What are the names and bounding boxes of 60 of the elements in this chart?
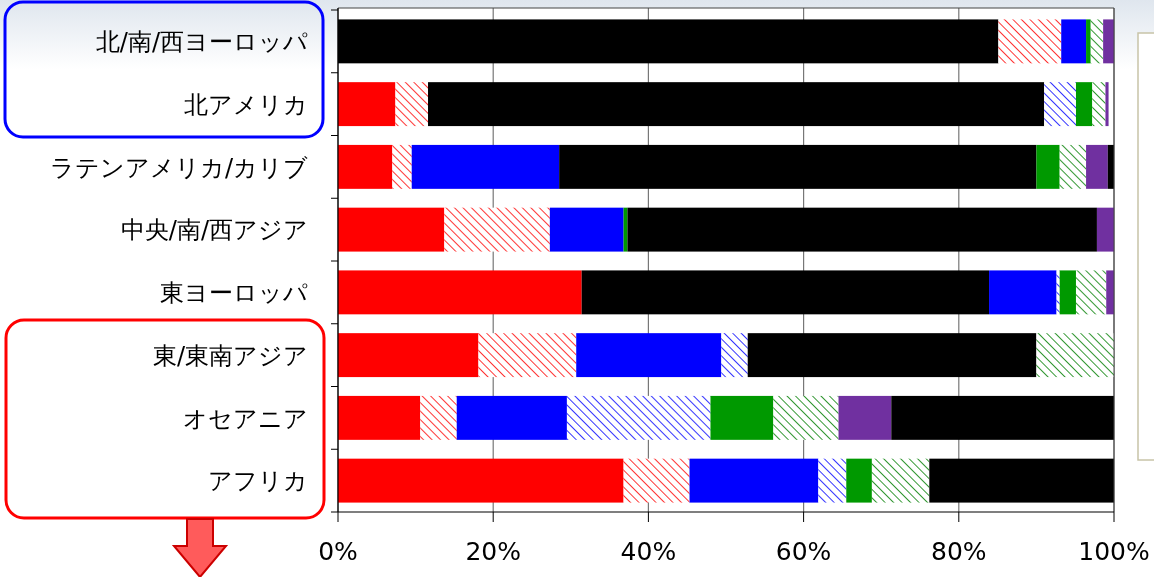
bar (338, 144, 393, 189)
y-tick-label: 中央/南/西アジア (120, 216, 308, 245)
y-tick-label: ラテンアメリカ/カリブ (49, 153, 308, 182)
bar (689, 458, 819, 503)
y-tick-label: 東/東南アジア (152, 341, 308, 370)
y-tick-label: オセアニア (183, 404, 308, 433)
x-tick-label: 40% (620, 537, 677, 566)
bar (818, 458, 847, 503)
bar (549, 207, 624, 252)
bar (989, 270, 1057, 315)
bar (338, 458, 624, 503)
bar (478, 333, 577, 378)
bar (338, 207, 445, 252)
x-tick-label: 80% (931, 537, 987, 566)
bar (392, 144, 412, 189)
bar (710, 395, 774, 440)
bar (1044, 82, 1076, 127)
bar (1103, 19, 1114, 64)
y-tick-label: 東ヨーロッパ (160, 279, 308, 308)
bar (1059, 270, 1076, 315)
bar (338, 270, 582, 315)
bar (420, 395, 457, 440)
bar (773, 395, 839, 440)
bar (338, 333, 479, 378)
bar (623, 458, 690, 503)
y-tick-label: 北アメリカ (184, 90, 308, 119)
bar (338, 395, 421, 440)
bar (395, 82, 429, 127)
bar (1086, 19, 1091, 64)
bar (1092, 82, 1106, 127)
bar (891, 395, 1114, 440)
bar (566, 395, 711, 440)
bar (1075, 270, 1107, 315)
bar (1056, 270, 1060, 315)
bar (576, 333, 722, 378)
bar (1061, 19, 1087, 64)
bar (444, 207, 550, 252)
x-tick-label: 0% (318, 537, 358, 566)
y-tick-label: アフリカ (208, 467, 308, 496)
bar (871, 458, 930, 503)
bar (721, 333, 748, 378)
bar (1036, 144, 1060, 189)
bar (456, 395, 567, 440)
bar (1075, 82, 1093, 127)
bar (1096, 207, 1114, 252)
bar (1086, 144, 1108, 189)
x-tick-label: 60% (775, 537, 832, 566)
bar (846, 458, 872, 503)
bar (338, 82, 396, 127)
bar (998, 19, 1062, 64)
bar (1090, 19, 1104, 64)
bar (1106, 270, 1114, 315)
x-tick-label: 20% (465, 537, 521, 566)
bar (1036, 333, 1114, 378)
bar (1105, 82, 1109, 127)
bar (1059, 144, 1087, 189)
bar (411, 144, 560, 189)
y-tick-label: 北/南/西ヨーロッパ (95, 28, 308, 57)
bar (838, 395, 892, 440)
x-tick-label: 100% (1078, 537, 1150, 566)
